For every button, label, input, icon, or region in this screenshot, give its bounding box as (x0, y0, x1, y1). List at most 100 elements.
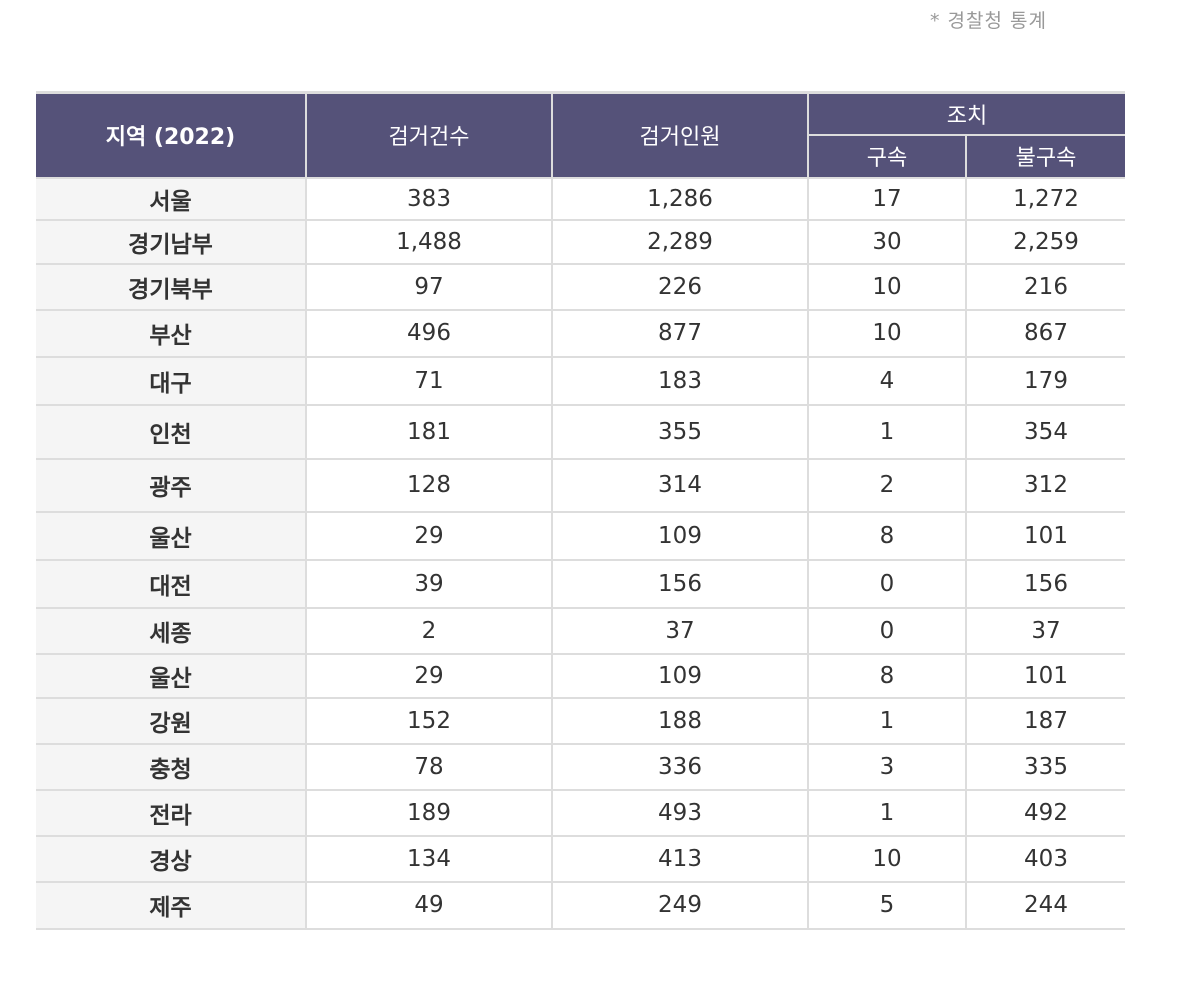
not-detained-cell: 101 (964, 511, 1126, 561)
table-row: 대전 39 156 0 156 (36, 559, 1126, 609)
cases-cell: 152 (305, 697, 553, 745)
table-row: 경기북부 97 226 10 216 (36, 263, 1126, 311)
persons-cell: 336 (551, 743, 809, 791)
source-note: * 경찰청 통계 (930, 10, 1047, 32)
region-cell: 강원 (36, 697, 307, 745)
table-row: 제주 49 249 5 244 (36, 881, 1126, 930)
table-row: 전라 189 493 1 492 (36, 789, 1126, 837)
persons-cell: 355 (551, 404, 809, 460)
region-cell: 부산 (36, 309, 307, 358)
persons-cell: 226 (551, 263, 809, 311)
region-cell: 울산 (36, 511, 307, 561)
persons-cell: 156 (551, 559, 809, 609)
cases-cell: 97 (305, 263, 553, 311)
region-cell: 광주 (36, 458, 307, 513)
cases-cell: 2 (305, 607, 553, 655)
cases-cell: 39 (305, 559, 553, 609)
region-cell: 경기북부 (36, 263, 307, 311)
header-action: 조치 (806, 92, 1126, 136)
detained-cell: 0 (807, 559, 967, 609)
table-row: 울산 29 109 8 101 (36, 653, 1126, 699)
detained-cell: 0 (807, 607, 967, 655)
persons-cell: 249 (551, 881, 809, 930)
header-cases: 검거건수 (305, 92, 553, 179)
not-detained-cell: 312 (964, 458, 1126, 513)
cases-cell: 189 (305, 789, 553, 837)
detained-cell: 10 (807, 835, 967, 883)
persons-cell: 877 (551, 309, 809, 358)
region-cell: 경기남부 (36, 219, 307, 265)
region-cell: 울산 (36, 653, 307, 699)
detained-cell: 1 (807, 404, 967, 460)
not-detained-cell: 187 (964, 697, 1126, 745)
region-cell: 대전 (36, 559, 307, 609)
detained-cell: 17 (807, 177, 967, 221)
not-detained-cell: 492 (964, 789, 1126, 837)
region-cell: 서울 (36, 177, 307, 221)
not-detained-cell: 335 (964, 743, 1126, 791)
table-row: 경기남부 1,488 2,289 30 2,259 (36, 219, 1126, 265)
table-row: 서울 383 1,286 17 1,272 (36, 177, 1126, 221)
not-detained-cell: 244 (964, 881, 1126, 930)
persons-cell: 493 (551, 789, 809, 837)
table-row: 부산 496 877 10 867 (36, 309, 1126, 358)
not-detained-cell: 403 (964, 835, 1126, 883)
detained-cell: 1 (807, 789, 967, 837)
table-row: 충청 78 336 3 335 (36, 743, 1126, 791)
cases-cell: 29 (305, 653, 553, 699)
header-persons: 검거인원 (551, 92, 809, 179)
not-detained-cell: 216 (964, 263, 1126, 311)
persons-cell: 37 (551, 607, 809, 655)
not-detained-cell: 867 (964, 309, 1126, 358)
detained-cell: 2 (807, 458, 967, 513)
header-region: 지역 (2022) (36, 92, 307, 179)
cases-cell: 128 (305, 458, 553, 513)
detained-cell: 1 (807, 697, 967, 745)
not-detained-cell: 179 (964, 356, 1126, 406)
persons-cell: 2,289 (551, 219, 809, 265)
cases-cell: 1,488 (305, 219, 553, 265)
cases-cell: 134 (305, 835, 553, 883)
region-cell: 제주 (36, 881, 307, 930)
detained-cell: 8 (807, 511, 967, 561)
region-cell: 인천 (36, 404, 307, 460)
detained-cell: 10 (807, 309, 967, 358)
table-row: 강원 152 188 1 187 (36, 697, 1126, 745)
persons-cell: 183 (551, 356, 809, 406)
detained-cell: 3 (807, 743, 967, 791)
header-detained: 구속 (807, 134, 967, 179)
not-detained-cell: 2,259 (964, 219, 1126, 265)
persons-cell: 314 (551, 458, 809, 513)
not-detained-cell: 354 (964, 404, 1126, 460)
region-cell: 전라 (36, 789, 307, 837)
cases-cell: 78 (305, 743, 553, 791)
table-row: 경상 134 413 10 403 (36, 835, 1126, 883)
cases-cell: 29 (305, 511, 553, 561)
table-row: 울산 29 109 8 101 (36, 511, 1126, 561)
not-detained-cell: 37 (964, 607, 1126, 655)
not-detained-cell: 101 (964, 653, 1126, 699)
table-row: 인천 181 355 1 354 (36, 404, 1126, 460)
crime-statistics-table: 지역 (2022) 검거건수 검거인원 조치 구속 불구속 서울 383 1,286… (36, 91, 1126, 930)
header-not-detained: 불구속 (964, 134, 1126, 179)
persons-cell: 413 (551, 835, 809, 883)
detained-cell: 8 (807, 653, 967, 699)
not-detained-cell: 156 (964, 559, 1126, 609)
detained-cell: 4 (807, 356, 967, 406)
persons-cell: 109 (551, 653, 809, 699)
cases-cell: 383 (305, 177, 553, 221)
persons-cell: 188 (551, 697, 809, 745)
table-row: 세종 2 37 0 37 (36, 607, 1126, 655)
region-cell: 경상 (36, 835, 307, 883)
table-row: 광주 128 314 2 312 (36, 458, 1126, 513)
not-detained-cell: 1,272 (964, 177, 1126, 221)
cases-cell: 496 (305, 309, 553, 358)
region-cell: 세종 (36, 607, 307, 655)
persons-cell: 109 (551, 511, 809, 561)
cases-cell: 49 (305, 881, 553, 930)
region-cell: 대구 (36, 356, 307, 406)
detained-cell: 30 (807, 219, 967, 265)
persons-cell: 1,286 (551, 177, 809, 221)
cases-cell: 71 (305, 356, 553, 406)
detained-cell: 10 (807, 263, 967, 311)
